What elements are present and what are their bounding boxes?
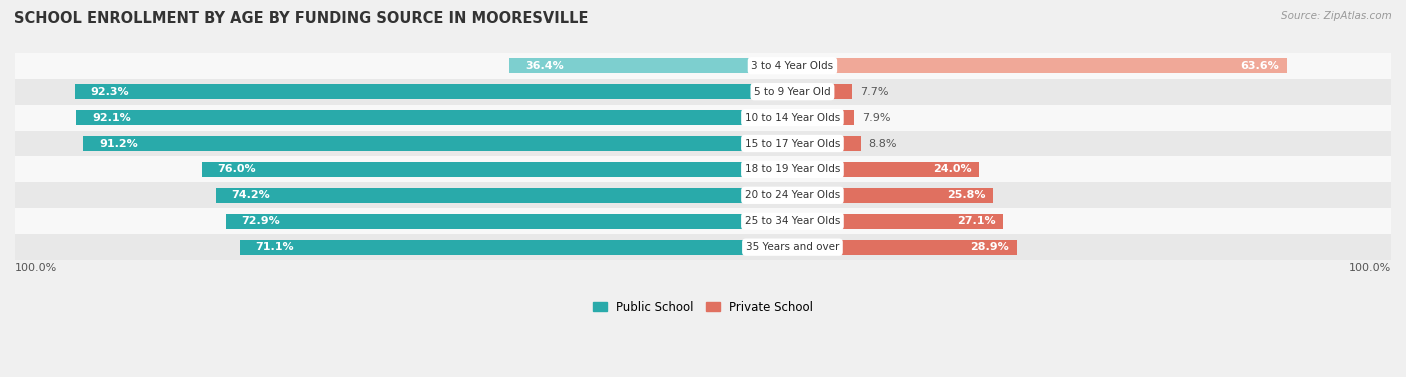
Text: 7.7%: 7.7% (860, 87, 889, 97)
Bar (793, 188, 993, 203)
Text: 27.1%: 27.1% (956, 216, 995, 226)
Bar (15, 156, 1391, 182)
Bar (15, 234, 1391, 260)
Text: 92.3%: 92.3% (90, 87, 129, 97)
Bar (15, 130, 1391, 156)
Text: SCHOOL ENROLLMENT BY AGE BY FUNDING SOURCE IN MOORESVILLE: SCHOOL ENROLLMENT BY AGE BY FUNDING SOUR… (14, 11, 589, 26)
Bar (15, 105, 1391, 130)
Text: 72.9%: 72.9% (242, 216, 280, 226)
Text: 71.1%: 71.1% (256, 242, 294, 252)
Text: 24.0%: 24.0% (932, 164, 972, 175)
Text: 10 to 14 Year Olds: 10 to 14 Year Olds (745, 113, 839, 123)
Bar (239, 240, 793, 255)
Bar (15, 208, 1391, 234)
Bar (76, 110, 793, 125)
Bar (15, 53, 1391, 79)
Bar (509, 58, 793, 73)
Bar (83, 136, 793, 151)
Text: 35 Years and over: 35 Years and over (745, 242, 839, 252)
Bar (793, 162, 979, 177)
Bar (793, 58, 1286, 73)
Bar (793, 136, 860, 151)
Legend: Public School, Private School: Public School, Private School (588, 296, 818, 318)
Bar (15, 182, 1391, 208)
Text: 92.1%: 92.1% (91, 113, 131, 123)
Text: 100.0%: 100.0% (15, 263, 58, 273)
Text: 91.2%: 91.2% (98, 138, 138, 149)
Bar (793, 84, 852, 99)
Text: 20 to 24 Year Olds: 20 to 24 Year Olds (745, 190, 839, 200)
Text: 3 to 4 Year Olds: 3 to 4 Year Olds (751, 61, 834, 71)
Text: 15 to 17 Year Olds: 15 to 17 Year Olds (745, 138, 841, 149)
Text: 100.0%: 100.0% (1348, 263, 1391, 273)
Bar (201, 162, 793, 177)
Text: 74.2%: 74.2% (231, 190, 270, 200)
Bar (793, 214, 1002, 229)
Text: 76.0%: 76.0% (217, 164, 256, 175)
Bar (793, 110, 853, 125)
Bar (226, 214, 793, 229)
Bar (215, 188, 793, 203)
Bar (75, 84, 793, 99)
Text: 25.8%: 25.8% (946, 190, 986, 200)
Text: 18 to 19 Year Olds: 18 to 19 Year Olds (745, 164, 841, 175)
Text: 7.9%: 7.9% (862, 113, 890, 123)
Text: 63.6%: 63.6% (1240, 61, 1279, 71)
Text: 36.4%: 36.4% (524, 61, 564, 71)
Text: 25 to 34 Year Olds: 25 to 34 Year Olds (745, 216, 841, 226)
Bar (793, 240, 1017, 255)
Text: 8.8%: 8.8% (869, 138, 897, 149)
Text: 5 to 9 Year Old: 5 to 9 Year Old (754, 87, 831, 97)
Bar (15, 79, 1391, 105)
Text: Source: ZipAtlas.com: Source: ZipAtlas.com (1281, 11, 1392, 21)
Text: 28.9%: 28.9% (970, 242, 1010, 252)
